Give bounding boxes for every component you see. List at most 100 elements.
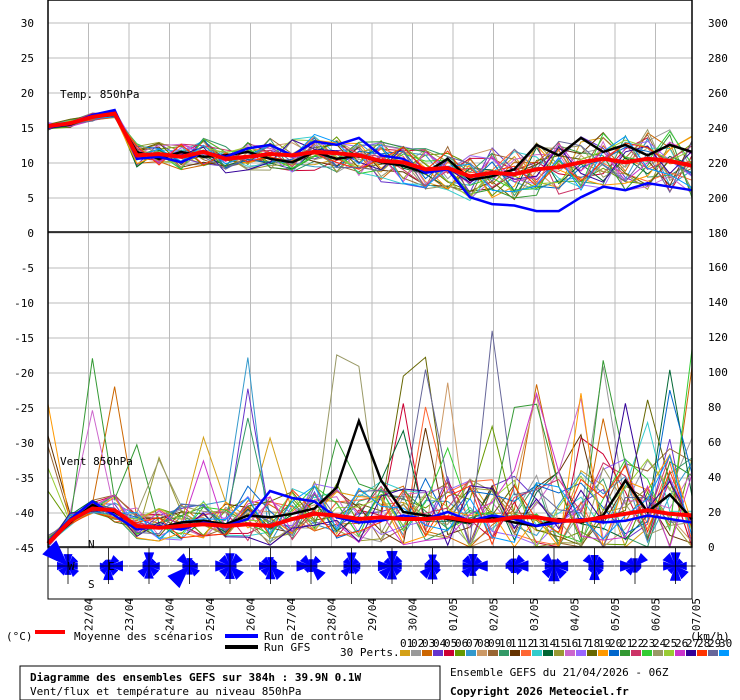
- pert-swatch: [444, 650, 454, 656]
- wind-rose-petal: [269, 558, 278, 567]
- wind-rose-petal: [626, 557, 636, 567]
- pert-number: 14: [543, 637, 557, 650]
- wind-rose-petal: [99, 565, 110, 575]
- temp-member-line: [47, 113, 693, 195]
- compass-w: W: [68, 560, 75, 573]
- wind-rose-petal: [176, 553, 191, 567]
- right-tick-label: 240: [708, 122, 728, 135]
- left-tick-label: -20: [14, 367, 34, 380]
- pert-number: 20: [609, 637, 622, 650]
- pert-swatch: [532, 650, 542, 656]
- pert-number: 11: [510, 637, 523, 650]
- wind-rose-petal: [593, 555, 605, 567]
- wind-rose-petal: [229, 565, 245, 581]
- wind-rose-petal: [634, 552, 649, 567]
- legend-control-label: Run de contrôle: [264, 630, 363, 643]
- pert-number: 15: [554, 637, 567, 650]
- wind-rose-petal: [188, 565, 201, 577]
- wind-rose-petal: [269, 565, 285, 581]
- pert-swatch: [565, 650, 575, 656]
- legend: Moyenne des scénarios Run de contrôle Ru…: [35, 630, 732, 659]
- pert-swatch: [697, 650, 707, 656]
- compass-n: N: [88, 538, 95, 551]
- pert-number: 18: [587, 637, 600, 650]
- wind-rose-petal: [107, 565, 119, 576]
- wind-rose-petal: [667, 565, 677, 575]
- pert-swatch: [719, 650, 729, 656]
- date-tick-label: 27/04: [285, 598, 298, 631]
- pert-number: 13: [532, 637, 545, 650]
- wind-rose-petal: [625, 565, 636, 576]
- left-tick-label: -35: [14, 472, 34, 485]
- date-tick-label: 03/05: [528, 598, 541, 631]
- wind-rose-petal: [674, 558, 684, 567]
- wind-rose-petal: [662, 552, 677, 567]
- wind-rose-petal: [141, 558, 150, 567]
- pert-number: 09: [488, 637, 501, 650]
- wind-member-line: [47, 391, 693, 549]
- wind-rose-petal: [383, 557, 393, 567]
- wind-rose-petal: [378, 565, 393, 580]
- pert-swatch: [554, 650, 564, 656]
- perturbation-legend: 0102030405060708091011121314151617181920…: [400, 637, 732, 656]
- wind-rose-petal: [137, 565, 150, 578]
- wind-rose-petal: [107, 554, 120, 567]
- wind-rose-petal: [67, 555, 79, 567]
- wind-rose-petal: [461, 565, 474, 578]
- left-tick-label: -5: [21, 262, 34, 275]
- wind-rose-petal: [431, 565, 442, 575]
- wind-rose-petal: [148, 558, 157, 567]
- pert-number: 21: [620, 637, 633, 650]
- date-tick-label: 29/04: [366, 598, 379, 631]
- temp-member-line: [47, 116, 693, 187]
- temp-member-line: [47, 115, 693, 185]
- pert-number: 06: [455, 637, 468, 650]
- temp-member-line: [47, 116, 693, 196]
- pert-number: 22: [631, 637, 644, 650]
- right-tick-label: 260: [708, 87, 728, 100]
- pert-swatch: [499, 650, 509, 656]
- compass-s: S: [88, 578, 95, 591]
- pert-number: 19: [598, 637, 611, 650]
- right-tick-label: 300: [708, 17, 728, 30]
- pert-number: 03: [422, 637, 435, 650]
- date-tick-label: 28/04: [326, 598, 339, 631]
- pert-swatch: [521, 650, 531, 656]
- pert-number: 24: [653, 637, 667, 650]
- date-tick-label: 07/05: [690, 598, 703, 631]
- pert-swatch: [433, 650, 443, 656]
- date-tick-label: 05/05: [609, 598, 622, 631]
- wind-rose-petal: [472, 556, 483, 567]
- main-series: [46, 108, 693, 545]
- wind-rose-petal: [512, 554, 526, 567]
- wind-rose-petal: [634, 565, 642, 573]
- wind-rose-petal: [350, 557, 360, 567]
- wind-rose-petal: [674, 565, 689, 580]
- date-tick-label: 22/04: [83, 598, 96, 631]
- pert-swatch: [477, 650, 487, 656]
- wind-rose-petal: [553, 565, 568, 580]
- pert-number: 01: [400, 637, 413, 650]
- pert-number: 25: [664, 637, 677, 650]
- wind-rose-petal: [391, 565, 402, 576]
- right-tick-label: 100: [708, 366, 728, 379]
- pert-swatch: [653, 650, 663, 656]
- wind-rose-petal: [512, 565, 523, 576]
- pert-number: 26: [675, 637, 688, 650]
- wind-rose-petal: [391, 555, 403, 567]
- pert-swatch: [455, 650, 465, 656]
- left-tick-label: -10: [14, 297, 34, 310]
- pert-number: 08: [477, 637, 490, 650]
- wind-rose-petal: [593, 565, 604, 576]
- left-tick-label: -25: [14, 402, 34, 415]
- wind-rose-petal: [310, 555, 322, 567]
- left-tick-label: 20: [21, 87, 34, 100]
- wind-rose-petal: [303, 565, 312, 574]
- pert-number: 04: [433, 637, 447, 650]
- date-tick-label: 06/05: [650, 598, 663, 631]
- pert-number: 12: [521, 637, 534, 650]
- pert-number: 29: [708, 637, 721, 650]
- right-tick-label: 140: [708, 296, 728, 309]
- left-tick-label: 15: [21, 122, 34, 135]
- wind-rose-petal: [541, 553, 555, 567]
